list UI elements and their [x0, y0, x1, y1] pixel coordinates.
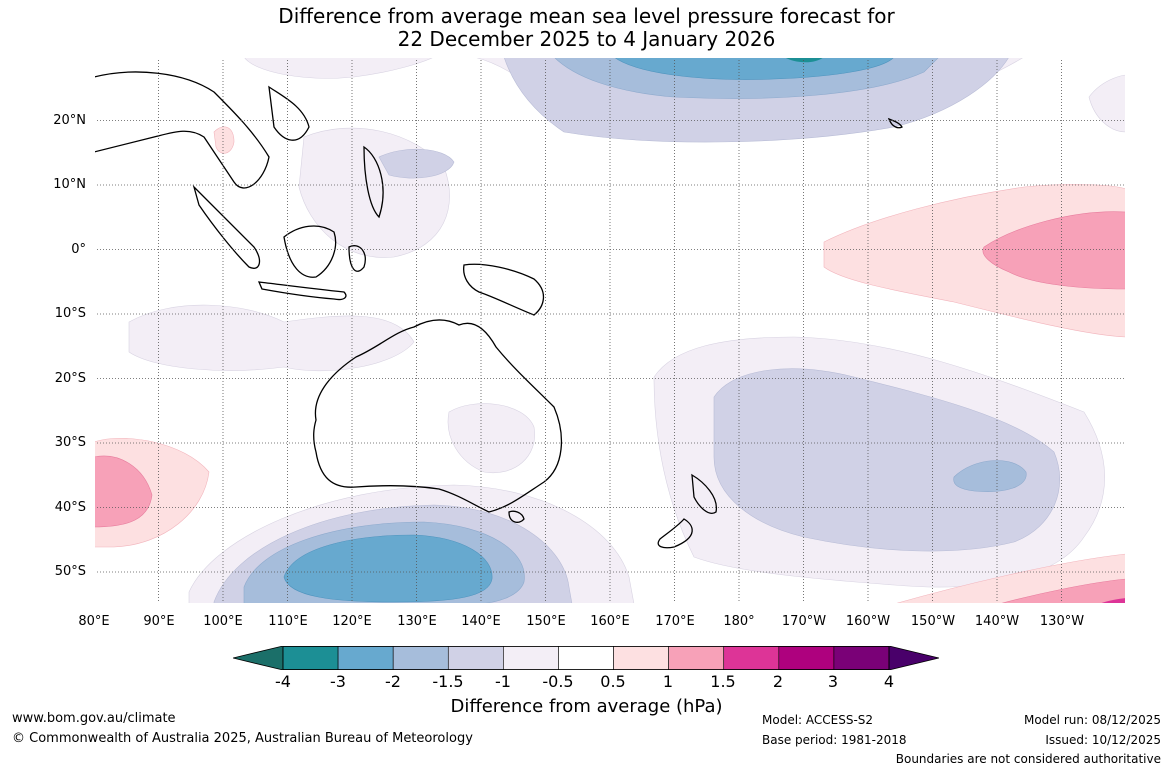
- colorbar-segment: [668, 646, 725, 670]
- chart-title-line2: 22 December 2025 to 4 January 2026: [397, 27, 776, 51]
- copyright-text: © Commonwealth of Australia 2025, Austra…: [12, 731, 473, 746]
- contour-neg-2: [283, 57, 895, 603]
- lon-label-100e: 100°E: [203, 614, 243, 629]
- colorbar-tick: 0.5: [600, 672, 626, 691]
- colorbar-segment: [447, 646, 504, 670]
- model-run: Model run: 08/12/2025: [1023, 713, 1161, 727]
- colorbar-tick: -1.5: [432, 672, 464, 691]
- lon-label-130e: 130°E: [397, 614, 437, 629]
- colorbar-segment: [778, 646, 835, 670]
- colorbar-title: Difference from average (hPa): [450, 696, 723, 717]
- lon-label-160w: 160°W: [845, 614, 891, 629]
- colorbar-segment: [392, 646, 449, 670]
- gridlines: [94, 57, 1126, 604]
- colorbar-segment: [558, 646, 614, 670]
- lat-label-50s: 50°S: [54, 564, 86, 579]
- colorbar-segment: [723, 646, 780, 670]
- base-period: Base period: 1981-2018: [762, 733, 907, 747]
- colorbar-tick: 3: [827, 672, 839, 691]
- lat-label-40s: 40°S: [54, 500, 86, 515]
- contour-neg-3: [784, 57, 824, 63]
- lon-label-140w: 140°W: [974, 614, 1020, 629]
- lat-label-0: 0°: [71, 242, 86, 257]
- lon-label-180: 180°: [723, 614, 755, 629]
- website-link[interactable]: www.bom.gov.au/climate: [12, 711, 176, 726]
- issued-date: Issued: 10/12/2025: [1045, 733, 1161, 747]
- lon-label-120e: 120°E: [332, 614, 372, 629]
- lat-label-10s: 10°S: [54, 306, 86, 321]
- lon-label-130w: 130°W: [1039, 614, 1085, 629]
- chart-title-line1: Difference from average mean sea level p…: [278, 4, 895, 28]
- lon-label-170e: 170°E: [655, 614, 695, 629]
- colorbar-tick: 1: [662, 672, 674, 691]
- lat-label-20s: 20°S: [54, 371, 86, 386]
- colorbar: [233, 646, 939, 670]
- lon-label-150e: 150°E: [526, 614, 566, 629]
- lon-label-170w: 170°W: [781, 614, 827, 629]
- colorbar-tick: 4: [883, 672, 895, 691]
- lat-label-30s: 30°S: [54, 435, 86, 450]
- colorbar-arrow-high: [888, 646, 939, 670]
- colorbar-tick: -3: [330, 672, 346, 691]
- lat-label-10n: 10°N: [53, 177, 86, 192]
- lon-label-80e: 80°E: [78, 614, 110, 629]
- lon-label-140e: 140°E: [461, 614, 501, 629]
- lon-label-110e: 110°E: [268, 614, 308, 629]
- colorbar-segment: [337, 646, 394, 670]
- colorbar-arrow-low: [233, 646, 284, 670]
- lat-label-20n: 20°N: [53, 113, 86, 128]
- colorbar-tick: -2: [385, 672, 401, 691]
- lon-label-90e: 90°E: [143, 614, 175, 629]
- colorbar-segment: [613, 646, 669, 670]
- coastlines: [94, 71, 903, 549]
- model-name: Model: ACCESS-S2: [762, 713, 874, 727]
- colorbar-segment: [282, 646, 339, 670]
- colorbar-tick: 1.5: [710, 672, 736, 691]
- colorbar-segment: [833, 646, 890, 670]
- disclaimer: Boundaries are not considered authoritat…: [895, 752, 1161, 766]
- colorbar-segment: [503, 646, 559, 670]
- contour-pos-1: [94, 211, 1126, 604]
- colorbar-tick: -0.5: [542, 672, 574, 691]
- colorbar-tick: -4: [275, 672, 291, 691]
- lon-label-160e: 160°E: [590, 614, 630, 629]
- colorbar-tick: 2: [772, 672, 784, 691]
- map-panel: [94, 57, 1126, 604]
- lon-label-150w: 150°W: [910, 614, 956, 629]
- contour-pos-1.5: [1099, 598, 1126, 604]
- colorbar-tick: -1: [495, 672, 511, 691]
